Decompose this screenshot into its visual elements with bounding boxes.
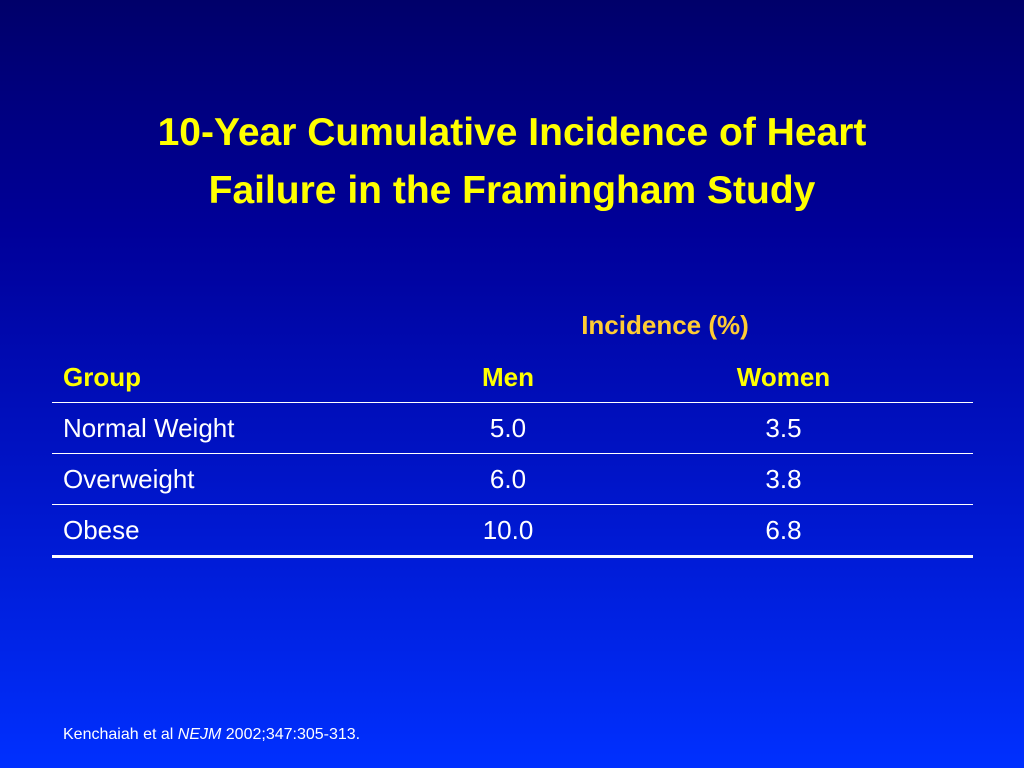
column-header-women: Women (614, 352, 973, 403)
row-men-cell: 6.0 (412, 453, 614, 505)
slide-title: 10-Year Cumulative Incidence of Heart Fa… (70, 104, 954, 220)
citation-journal: NEJM (177, 726, 222, 743)
column-header-group: Group (52, 352, 412, 403)
title-line-2: Failure in the Framingham Study (208, 169, 816, 212)
row-men-cell: 10.0 (412, 504, 614, 558)
row-group-cell: Normal Weight (52, 402, 412, 454)
table-row: Normal Weight 5.0 3.5 (52, 402, 973, 454)
incidence-header: Incidence (%) (581, 310, 749, 340)
row-women-cell: 3.5 (614, 402, 973, 454)
citation-reference: 2002;347:305-313. (225, 726, 361, 743)
table-row: Overweight 6.0 3.8 (52, 453, 973, 505)
citation: Kenchaiah et al NEJM 2002;347:305-313. (63, 724, 360, 746)
row-women-cell: 6.8 (614, 504, 973, 558)
row-group-cell: Overweight (52, 453, 412, 505)
title-line-1: 10-Year Cumulative Incidence of Heart (157, 111, 867, 154)
table-row: Obese 10.0 6.8 (52, 504, 973, 558)
incidence-table: Group Men Women Normal Weight 5.0 3.5 Ov… (52, 352, 973, 558)
column-header-men: Men (412, 352, 614, 403)
citation-authors: Kenchaiah et al (63, 726, 174, 743)
row-men-cell: 5.0 (412, 402, 614, 454)
row-group-cell: Obese (52, 504, 412, 558)
row-women-cell: 3.8 (614, 453, 973, 505)
table-header-row: Group Men Women (52, 352, 973, 403)
